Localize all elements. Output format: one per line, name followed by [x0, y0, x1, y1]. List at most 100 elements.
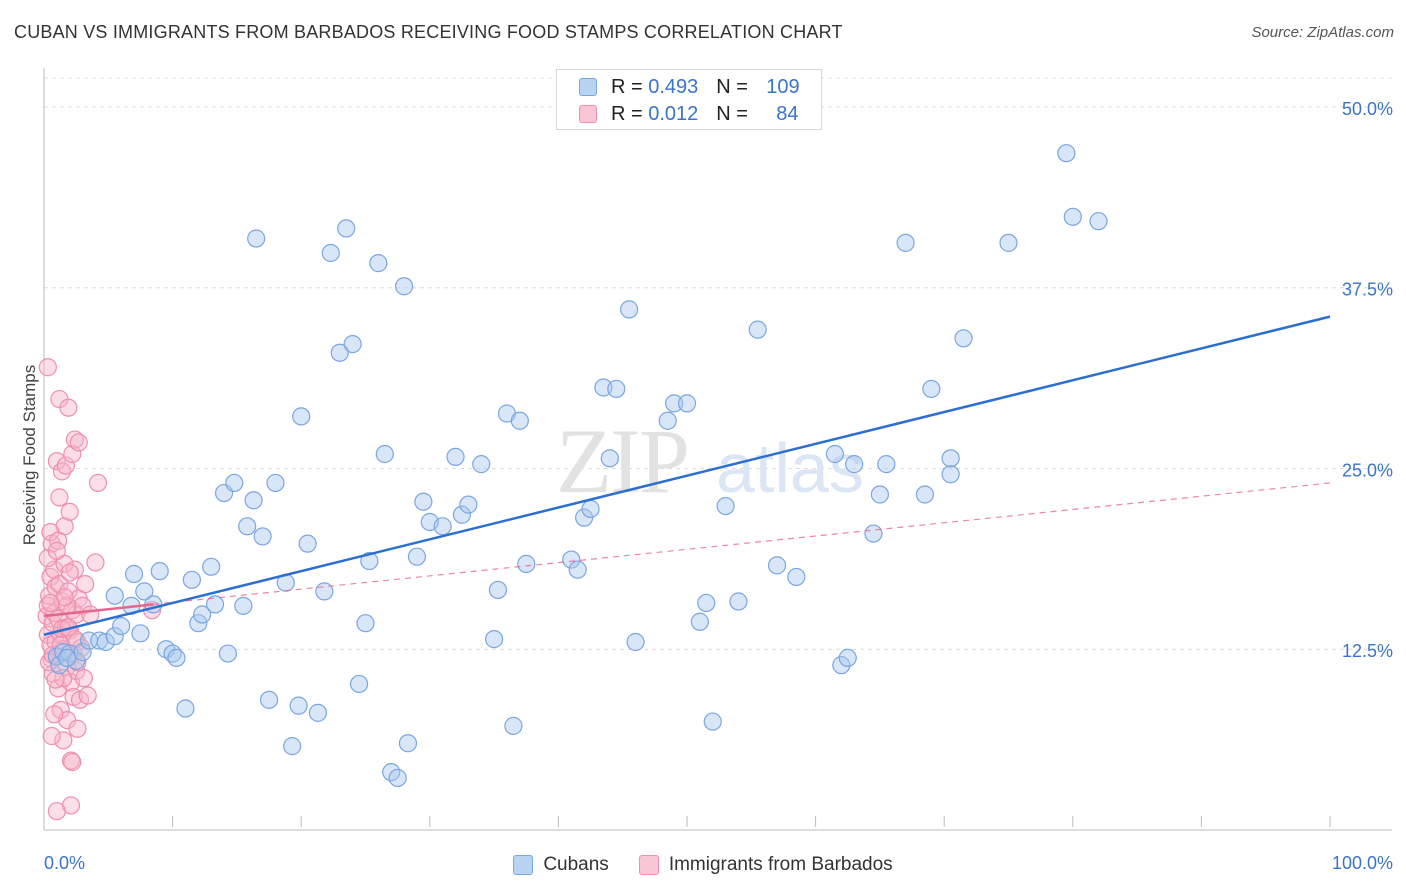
cuban-point [407, 547, 427, 566]
cuban-point [234, 596, 253, 615]
cuban-point [877, 455, 896, 474]
cuban-point [58, 648, 77, 668]
cuban-point [266, 473, 285, 493]
cuban-point [105, 586, 124, 605]
cuban-point [832, 656, 851, 675]
series-legend: Cubans Immigrants from Barbados [0, 852, 1406, 878]
cuban-point [999, 233, 1018, 252]
legend-item-barbados[interactable]: Immigrants from Barbados [638, 854, 893, 876]
watermark-zip: ZIP [556, 410, 688, 512]
cuban-point [292, 407, 311, 426]
cuban-point [626, 632, 645, 652]
legend-swatch-blue [579, 78, 597, 96]
legend-r-label: R = [611, 75, 643, 98]
cuban-point [1089, 212, 1108, 231]
cubans-trend-line [43, 315, 1331, 636]
cuban-point [349, 674, 369, 694]
cuban-point [825, 444, 844, 464]
barbados-point [38, 358, 57, 377]
cubans-points [47, 144, 1108, 788]
cuban-point [864, 524, 883, 543]
cuban-point [452, 505, 472, 524]
cuban-point [205, 595, 225, 614]
cuban-point [581, 499, 600, 519]
cuban-point [238, 517, 257, 536]
cuban-point [167, 648, 186, 668]
cuban-point [112, 616, 131, 636]
cuban-point [150, 562, 169, 581]
y-tick-label: 12.5% [1342, 641, 1393, 661]
barbados-trend-line [43, 603, 154, 618]
barbados-point [69, 433, 88, 452]
barbados-point [60, 563, 79, 582]
x-tick-label: 100.0% [1332, 853, 1393, 873]
cuban-point [298, 534, 317, 553]
barbados-point [47, 802, 66, 821]
barbados-point [88, 473, 108, 493]
barbados-points [37, 358, 162, 821]
cuban-point [105, 627, 124, 646]
legend-item-cubans[interactable]: Cubans [513, 854, 609, 876]
legend-row-barbados: R = 0.012 N = 84 [579, 102, 799, 126]
barbados-point [76, 575, 95, 594]
cuban-point [330, 343, 349, 362]
cuban-point [394, 277, 414, 296]
barbados-point [46, 670, 65, 689]
cuban-point [870, 485, 890, 504]
cuban-point [131, 624, 150, 643]
cuban-point [485, 630, 504, 649]
cuban-point [398, 734, 418, 753]
cuban-point [915, 485, 935, 504]
cuban-point [517, 554, 536, 574]
cuban-point [677, 394, 697, 413]
axis-layer [43, 68, 1392, 831]
cuban-point [388, 768, 407, 788]
cuban-point [941, 449, 960, 468]
cuban-point [665, 394, 684, 413]
barbados-point [50, 488, 69, 507]
legend-swatch-cubans [513, 855, 534, 875]
cuban-point [658, 411, 677, 430]
cuban-point [247, 229, 266, 248]
cuban-point [375, 444, 394, 464]
cuban-point [729, 592, 748, 611]
cuban-point [96, 632, 115, 652]
legend-row-cubans: R = 0.493 N = 109 [579, 75, 800, 99]
chart-title: CUBAN VS IMMIGRANTS FROM BARBADOS RECEIV… [14, 22, 843, 42]
cuban-point [360, 551, 379, 571]
cuban-point [697, 593, 716, 613]
legend-n-label: N = [716, 102, 748, 125]
cuban-point [690, 612, 709, 631]
cuban-point [504, 716, 523, 735]
barbados-point [63, 752, 82, 772]
cuban-point [954, 329, 973, 348]
cuban-point [607, 379, 626, 399]
cuban-point [135, 582, 154, 601]
watermark-atlas: atlas [716, 429, 864, 507]
x-tick-label: 0.0% [44, 853, 85, 873]
cuban-point [510, 411, 529, 430]
cuban-point [308, 703, 328, 722]
barbados-point [45, 705, 64, 724]
cuban-point [716, 496, 735, 516]
cuban-point [433, 517, 452, 536]
barbados-point [42, 726, 61, 746]
cuban-point [703, 712, 722, 731]
barbados-point [47, 541, 66, 560]
barbados-point [81, 605, 100, 624]
barbados-point [78, 686, 97, 705]
trend-layer [43, 315, 1331, 636]
legend-swatch-pink [579, 105, 597, 123]
legend-label-cubans: Cubans [543, 854, 609, 875]
barbados-point [74, 669, 93, 688]
cuban-point [182, 570, 201, 589]
cuban-point [459, 495, 478, 514]
cuban-point [337, 219, 356, 238]
barbados-point [54, 731, 73, 750]
cuban-point [922, 379, 941, 399]
cuban-point [259, 690, 279, 709]
legend-r-label: R = [611, 102, 643, 125]
cuban-point [218, 644, 237, 663]
cuban-point [446, 447, 465, 466]
